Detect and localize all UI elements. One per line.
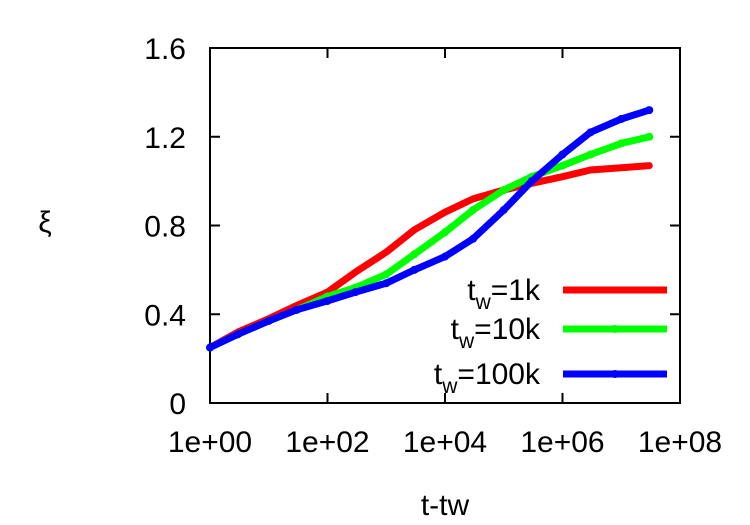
series-point-1 [586, 150, 595, 159]
series-point-1 [469, 205, 478, 214]
y-tick-label: 1.2 [144, 122, 186, 155]
y-tick-label: 1.6 [144, 33, 186, 66]
series-point-2 [234, 330, 243, 339]
x-tick-label: 1e+04 [403, 426, 487, 459]
series-point-2 [527, 177, 536, 186]
x-tick-label: 1e+02 [285, 426, 369, 459]
legend-label-sub: w [458, 330, 475, 353]
series-point-2 [351, 288, 360, 297]
series-point-2 [586, 128, 595, 137]
y-tick-label: 0 [169, 388, 186, 421]
legend-label-main: t [467, 274, 476, 307]
x-axis-label: t-tw [421, 489, 470, 522]
series-point-1 [499, 186, 508, 194]
series-point-2 [617, 115, 626, 123]
legend-label-rest: =10k [474, 313, 541, 346]
series-point-2 [441, 252, 449, 261]
series-point-2 [323, 296, 332, 305]
series-point-2 [499, 205, 508, 214]
series-point-2 [469, 234, 478, 243]
y-tick-label: 0.4 [144, 299, 186, 332]
series-point-1 [382, 270, 391, 279]
legend-label-sub: w [475, 291, 492, 314]
legend-swatch-point-1 [611, 325, 619, 333]
x-tick-label: 1e+06 [520, 426, 604, 459]
series-point-1 [410, 250, 419, 259]
series-point-1 [441, 228, 449, 237]
x-tick-label: 1e+08 [638, 426, 722, 459]
x-tick-label: 1e+00 [168, 426, 252, 459]
legend-label-sub: w [441, 375, 458, 398]
legend-swatch-point-2 [611, 370, 619, 378]
series-point-2 [410, 265, 419, 274]
series-point-2 [382, 279, 391, 288]
series-point-2 [206, 343, 214, 352]
y-axis-label: ξ [38, 206, 51, 239]
series-line-2 [206, 106, 653, 351]
series-point-1 [617, 139, 626, 148]
series-point-1 [645, 132, 654, 141]
legend-label-0: tw=1k [467, 274, 541, 314]
legend-label-rest: =1k [491, 274, 541, 307]
series-point-2 [264, 316, 273, 325]
series-point-2 [558, 150, 567, 159]
legend-label-rest: =100k [457, 358, 541, 391]
axis-ticks: 0 0.4 0.8 1.2 1.6 1e+00 1e+02 1e+04 1e+06 1e+08 [144, 33, 722, 459]
plot-frame [209, 47, 681, 404]
series-point-1 [558, 161, 567, 170]
legend-label-main: t [451, 313, 460, 346]
legend-label-1: tw=10k [451, 313, 541, 353]
legend-label-2: tw=100k [434, 358, 541, 398]
series-layer [206, 106, 654, 352]
y-tick-label: 0.8 [144, 211, 186, 244]
legend-label-main: t [434, 358, 443, 391]
series-point-2 [645, 106, 654, 115]
series-point-2 [292, 305, 301, 314]
